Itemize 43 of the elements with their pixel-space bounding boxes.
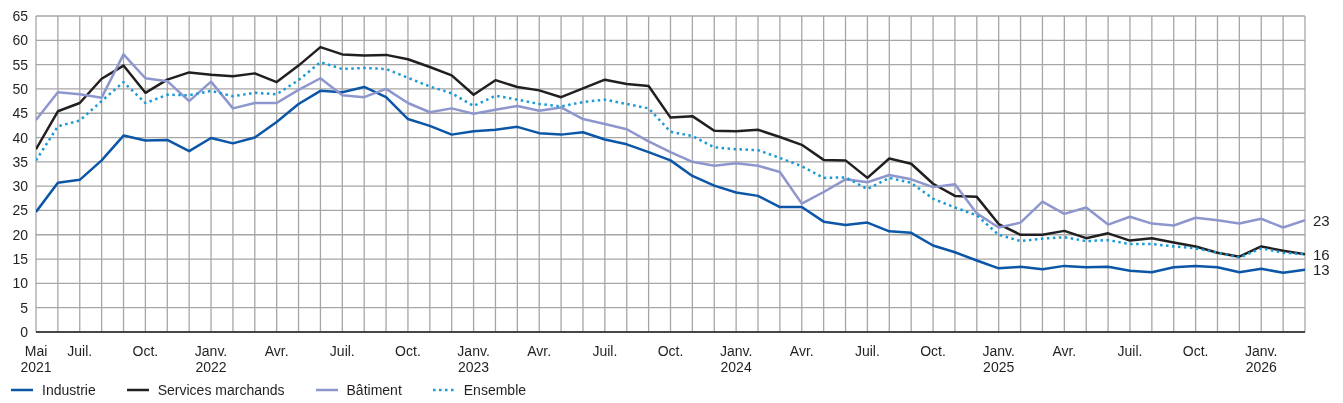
- y-tick-label: 20: [12, 226, 29, 243]
- legend-label: Bâtiment: [346, 382, 402, 398]
- y-tick-label: 0: [20, 323, 29, 340]
- x-tick-label: Avr.: [789, 343, 814, 359]
- y-tick-label: 45: [12, 105, 29, 122]
- legend-label: Industrie: [42, 382, 96, 398]
- x-tick-label: Oct.: [920, 343, 946, 359]
- x-tick-label: Janv. 2024: [719, 343, 753, 375]
- x-tick-label: Oct.: [1182, 343, 1209, 359]
- y-tick-label: 5: [20, 299, 29, 316]
- annotation: 13: [1313, 261, 1330, 279]
- x-tick-label: Juil.: [67, 343, 93, 359]
- annotation: 16: [1313, 245, 1330, 263]
- x-tick-label: Oct.: [395, 343, 421, 359]
- y-tick-label: 10: [12, 275, 29, 292]
- y-tick-label: 65: [12, 7, 29, 24]
- line-series: [36, 85, 1305, 274]
- y-tick-label: 35: [12, 153, 29, 170]
- y-tick-label: 40: [12, 129, 29, 146]
- x-tick-label: Juil.: [329, 343, 355, 359]
- annotation: 23: [1313, 211, 1330, 229]
- y-tick-label: 30: [12, 178, 29, 195]
- x-tick-label: Janv. 2025: [982, 343, 1015, 375]
- x-tick-label: Janv. 2026: [1245, 343, 1278, 375]
- y-tick-label: 15: [12, 251, 29, 268]
- y-tick-label: 25: [12, 202, 29, 219]
- x-tick-label: Avr.: [264, 343, 289, 359]
- y-tick-label: 55: [12, 56, 29, 73]
- x-tick-label: Janv. 2022: [194, 343, 228, 375]
- x-tick-label: Juil.: [592, 343, 618, 359]
- x-tick-label: Oct.: [657, 343, 684, 359]
- x-tick-label: Avr.: [527, 343, 552, 359]
- y-tick-label: 50: [12, 80, 29, 97]
- legend-label: Services marchands: [157, 382, 285, 398]
- x-tick-label: Juil.: [854, 343, 880, 359]
- x-tick-label: Avr.: [1052, 343, 1077, 359]
- y-tick-label: 60: [12, 32, 29, 49]
- x-tick-label: Juil.: [1117, 343, 1143, 359]
- x-tick-label: Janv. 2023: [457, 343, 490, 375]
- line-series: [36, 53, 1305, 229]
- x-tick-label: Oct.: [132, 343, 159, 359]
- legend-label: Ensemble: [463, 382, 527, 398]
- x-tick-label: Mai 2021: [20, 343, 52, 375]
